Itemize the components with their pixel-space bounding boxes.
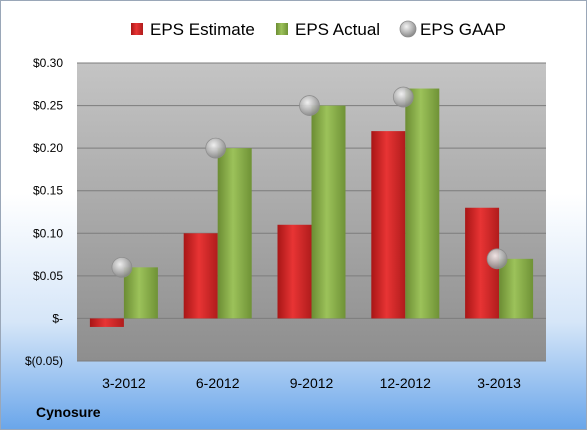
marker-eps-gaap [392,86,414,108]
legend-label: EPS Actual [295,20,380,39]
marker-eps-gaap [205,137,227,159]
y-tick-label: $(0.05) [25,354,63,368]
x-category-label: 6-2012 [196,375,240,391]
bar-eps-estimate [277,224,312,319]
legend-swatch [131,23,143,35]
legend-swatch [399,20,417,38]
y-tick-label: $0.30 [33,56,63,70]
x-category-label: 3-2013 [477,375,521,391]
x-axis-categories: 3-2012 6-2012 9-2012 12-2012 3-2013 [102,375,521,391]
y-tick-label: $- [52,311,63,325]
gaap-markers [111,86,508,278]
legend: EPS Estimate EPS Actual EPS GAAP [131,20,506,39]
marker-eps-gaap [299,95,320,116]
bar-eps-actual [311,105,346,319]
marker-eps-gaap [111,256,133,278]
legend-swatch [276,23,288,35]
x-category-label: 3-2012 [102,375,146,391]
bar-eps-actual [405,88,440,319]
bar-eps-actual [499,258,534,319]
x-category-label: 9-2012 [290,375,334,391]
company-name: Cynosure [36,404,101,420]
legend-label: EPS Estimate [150,20,255,39]
bar-eps-estimate [183,233,218,319]
marker-eps-gaap [486,248,508,270]
bar-eps-estimate [371,131,406,319]
bar-eps-estimate [89,318,124,327]
y-tick-label: $0.15 [33,184,63,198]
y-tick-label: $0.20 [33,141,63,155]
bars [89,88,534,327]
bar-eps-actual [217,148,252,319]
bar-eps-actual [123,267,158,319]
y-tick-label: $0.05 [33,269,63,283]
x-category-label: 12-2012 [380,375,432,391]
y-tick-label: $0.10 [33,226,63,240]
y-tick-label: $0.25 [33,99,63,113]
legend-label: EPS GAAP [420,20,506,39]
y-axis-ticks: $0.30 $0.25 $0.20 $0.15 $0.10 $0.05 $- $(0.05) [25,56,63,368]
